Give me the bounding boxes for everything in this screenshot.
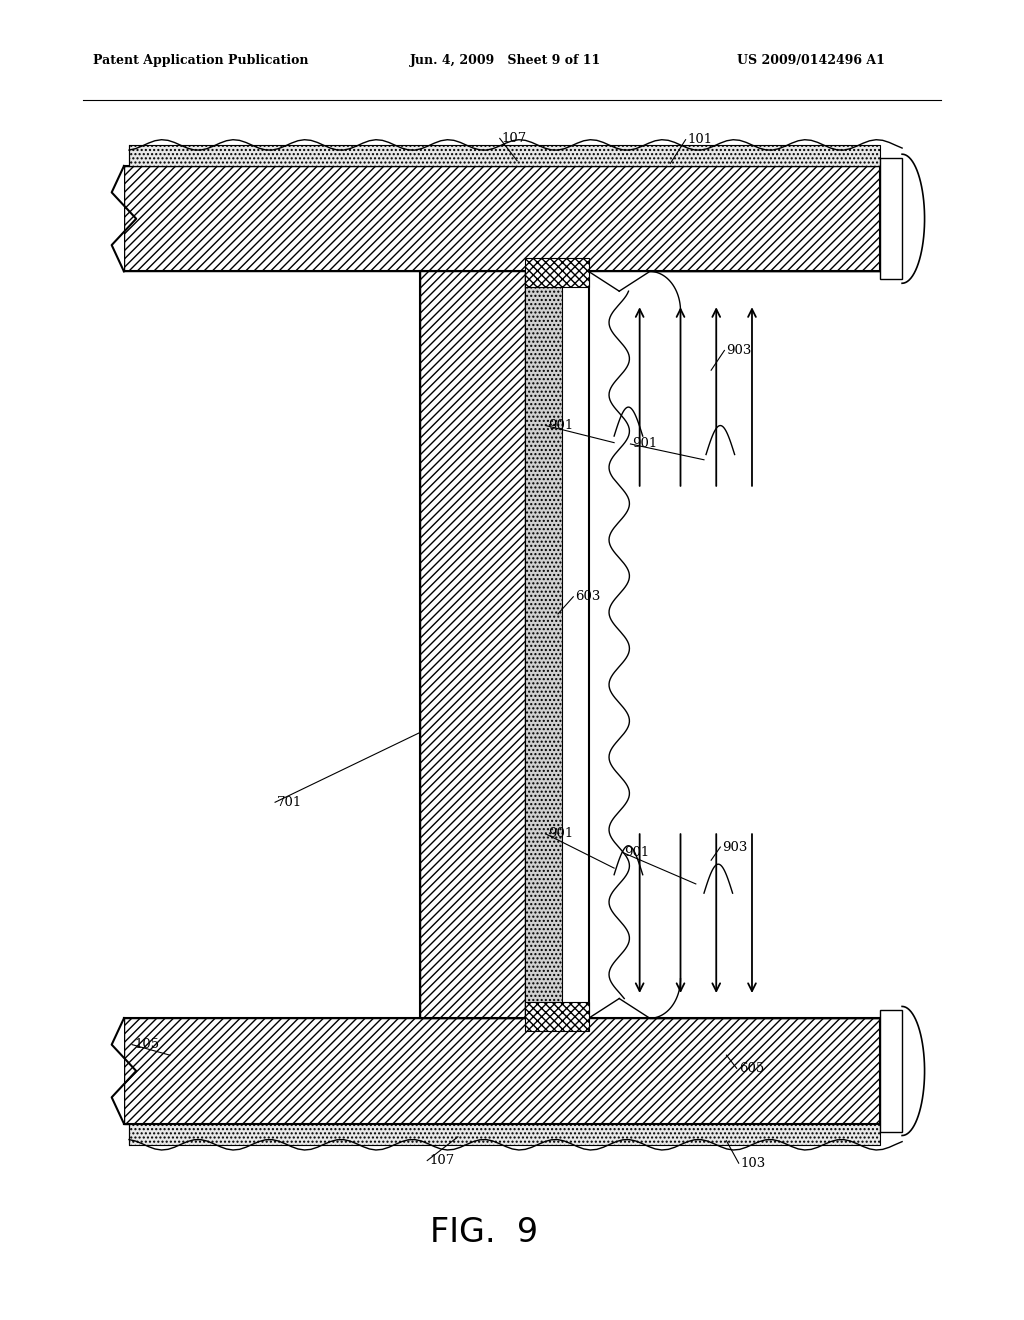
Text: 701: 701 — [278, 796, 302, 809]
Bar — [129, 145, 880, 166]
Text: 107: 107 — [502, 132, 527, 145]
Text: 101: 101 — [688, 133, 713, 147]
Text: 903: 903 — [726, 345, 752, 356]
Bar — [124, 166, 880, 272]
Text: 103: 103 — [740, 1156, 766, 1170]
Bar — [880, 1010, 902, 1131]
Bar — [124, 1018, 880, 1123]
Text: 901: 901 — [548, 828, 573, 841]
Text: 105: 105 — [134, 1038, 160, 1051]
Bar — [880, 158, 902, 280]
Text: Jun. 4, 2009   Sheet 9 of 11: Jun. 4, 2009 Sheet 9 of 11 — [410, 54, 601, 67]
Bar — [524, 259, 589, 288]
Text: FIG.  9: FIG. 9 — [430, 1217, 539, 1250]
Text: 603: 603 — [575, 590, 601, 603]
Text: 605: 605 — [738, 1061, 764, 1074]
Bar — [420, 272, 524, 1018]
Text: Patent Application Publication: Patent Application Publication — [93, 54, 309, 67]
Text: 903: 903 — [722, 841, 748, 854]
Bar — [524, 1002, 589, 1031]
Text: 901: 901 — [625, 846, 649, 859]
Text: 901: 901 — [548, 418, 573, 432]
Bar — [109, 1018, 124, 1123]
Text: 107: 107 — [429, 1154, 455, 1167]
Bar — [129, 1123, 880, 1144]
Text: 901: 901 — [633, 437, 657, 450]
Bar — [524, 272, 561, 1018]
Bar — [109, 166, 124, 272]
Text: US 2009/0142496 A1: US 2009/0142496 A1 — [736, 54, 885, 67]
